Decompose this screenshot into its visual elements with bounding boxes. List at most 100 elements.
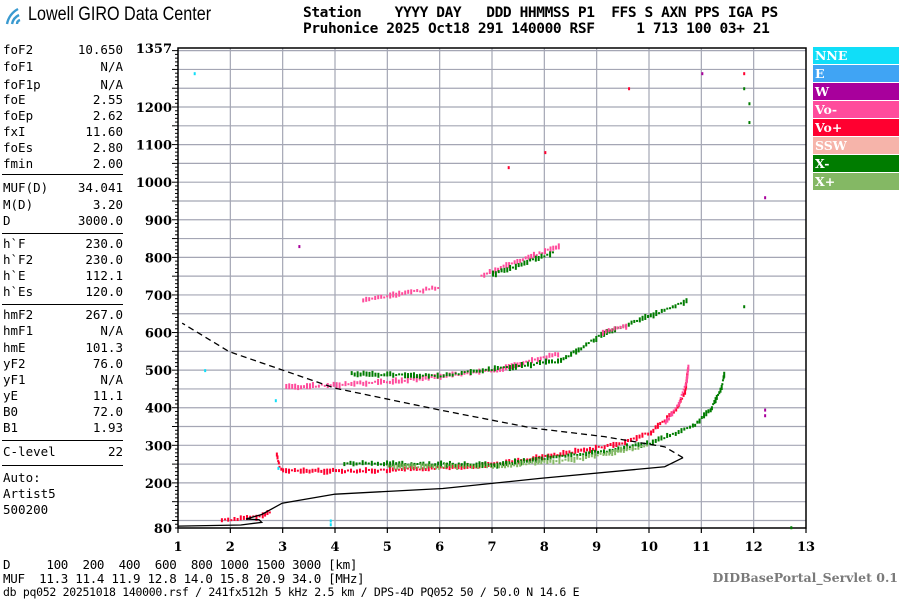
echo-point-xplus: [396, 464, 399, 470]
param-row: h`E 112.1: [3, 268, 123, 284]
echo-point-voplus: [644, 432, 647, 435]
echo-point-voplus: [364, 467, 367, 474]
echo-point-xplus: [561, 459, 564, 462]
echo-point-vominus: [522, 361, 525, 366]
y-tick-label: 1200: [136, 101, 172, 116]
echo-point-voplus: [559, 452, 562, 457]
echo-point-vominus: [549, 246, 552, 253]
echo-point-xminus: [445, 462, 448, 468]
echo-point-xminus: [500, 268, 503, 273]
echo-point-vominus: [604, 329, 607, 334]
echo-point-vominus: [536, 357, 539, 363]
echo-point-vominus: [531, 357, 534, 364]
distance-row: D 100 200 400 600 800 1000 1500 3000 [km…: [3, 557, 358, 572]
echo-point-xplus: [643, 445, 646, 448]
echo-point-xminus: [644, 313, 647, 320]
echo-point-vominus: [607, 328, 610, 333]
echo-point-xminus: [392, 372, 395, 378]
echo-point-xminus: [493, 365, 496, 372]
echo-point-xminus: [522, 458, 525, 464]
echo-point-vominus: [368, 297, 371, 302]
param-name: MUF(D): [3, 180, 49, 195]
echo-point-xminus: [558, 454, 561, 458]
param-value: 22: [107, 444, 123, 459]
echo-point-xminus: [523, 260, 526, 266]
echo-point-xplus: [453, 464, 456, 469]
echo-point-xminus: [472, 369, 475, 373]
echo-point-voplus: [367, 468, 370, 471]
echo-point-voplus: [556, 454, 559, 457]
echo-point-vominus: [388, 380, 391, 384]
echo-point-xminus: [617, 446, 620, 453]
echo-point-voplus: [681, 397, 684, 400]
echo-point-xminus: [487, 366, 490, 372]
echo-point-xminus: [666, 307, 669, 310]
echo-point-vominus: [382, 380, 385, 384]
echo-point-xminus: [576, 453, 579, 456]
echo-point-xminus: [567, 355, 570, 358]
echo-point-xplus: [501, 465, 504, 469]
echo-point-xplus: [628, 448, 631, 451]
echo-point-vominus: [341, 383, 344, 386]
x-tick-label: 1: [173, 540, 182, 555]
echo-point-xplus: [393, 464, 396, 470]
echo-point-voplus: [220, 518, 223, 523]
echo-point-voplus: [424, 467, 427, 471]
echo-point-xminus: [575, 348, 578, 355]
echo-point-xplus: [555, 460, 558, 463]
echo-point-xminus: [597, 450, 600, 454]
echo-point-voplus: [340, 468, 343, 474]
echo-point-xminus: [460, 463, 463, 467]
param-name: hmF2: [3, 307, 34, 322]
echo-point-vominus: [323, 384, 326, 387]
echo-point-vominus: [682, 388, 685, 391]
echo-point-xplus: [456, 463, 459, 470]
muf-row: MUF 11.3 11.4 11.9 12.8 14.0 15.8 20.9 3…: [3, 571, 365, 586]
echo-point-xplus: [593, 452, 596, 459]
echo-point-vominus: [368, 381, 371, 384]
param-row: hmF2 267.0: [3, 307, 123, 323]
echo-point-xminus: [401, 373, 404, 376]
echo-point-xminus: [710, 406, 713, 411]
echo-point-vominus: [374, 295, 377, 300]
servlet-version: DIDBasePortal_Servlet 0.1: [712, 570, 898, 585]
legend-item-w: W: [813, 83, 899, 100]
echo-point-xplus: [489, 464, 492, 467]
echo-point-xminus: [374, 372, 377, 377]
y-tick-label: 400: [145, 402, 172, 417]
echo-point-vominus: [374, 380, 377, 383]
echo-point-xminus: [660, 308, 663, 313]
echo-point-xminus: [686, 427, 689, 430]
echo-point-xminus: [666, 432, 669, 438]
echo-point-xminus: [475, 462, 478, 468]
echo-point-vominus: [510, 262, 513, 265]
echo-point-voplus: [264, 512, 267, 517]
echo-point-xminus: [494, 271, 497, 278]
param-row: h`Es 120.0: [3, 284, 123, 300]
echo-point-xplus: [525, 463, 528, 466]
echo-point-xplus: [483, 464, 486, 468]
echo-point-xminus: [543, 255, 546, 258]
echo-point-vominus: [535, 254, 538, 257]
echo-point-voplus: [550, 453, 553, 458]
echo-point-xminus: [649, 442, 651, 445]
echo-point-voplus: [603, 445, 606, 450]
echo-point-xminus: [534, 457, 537, 464]
y-tick-label: 1000: [136, 176, 172, 191]
echo-point-xminus: [437, 461, 440, 467]
echo-point-voplus: [638, 434, 641, 439]
echo-point-vominus: [294, 383, 297, 390]
echo-point-xplus: [444, 462, 447, 469]
echo-point-xminus: [637, 442, 640, 448]
echo-point-xminus: [713, 400, 716, 405]
echo-point-vominus: [409, 378, 412, 381]
echo-point-xminus: [529, 362, 532, 369]
param-name: foF1: [3, 59, 34, 74]
param-value: 3000.0: [77, 213, 123, 228]
param-row: yF1 N/A: [3, 372, 123, 388]
echo-point-xminus: [428, 461, 431, 467]
echo-point-vominus: [404, 290, 407, 295]
echo-point-xminus: [493, 463, 496, 468]
echo-point-voplus: [659, 422, 662, 426]
echo-point-xplus: [625, 446, 628, 452]
